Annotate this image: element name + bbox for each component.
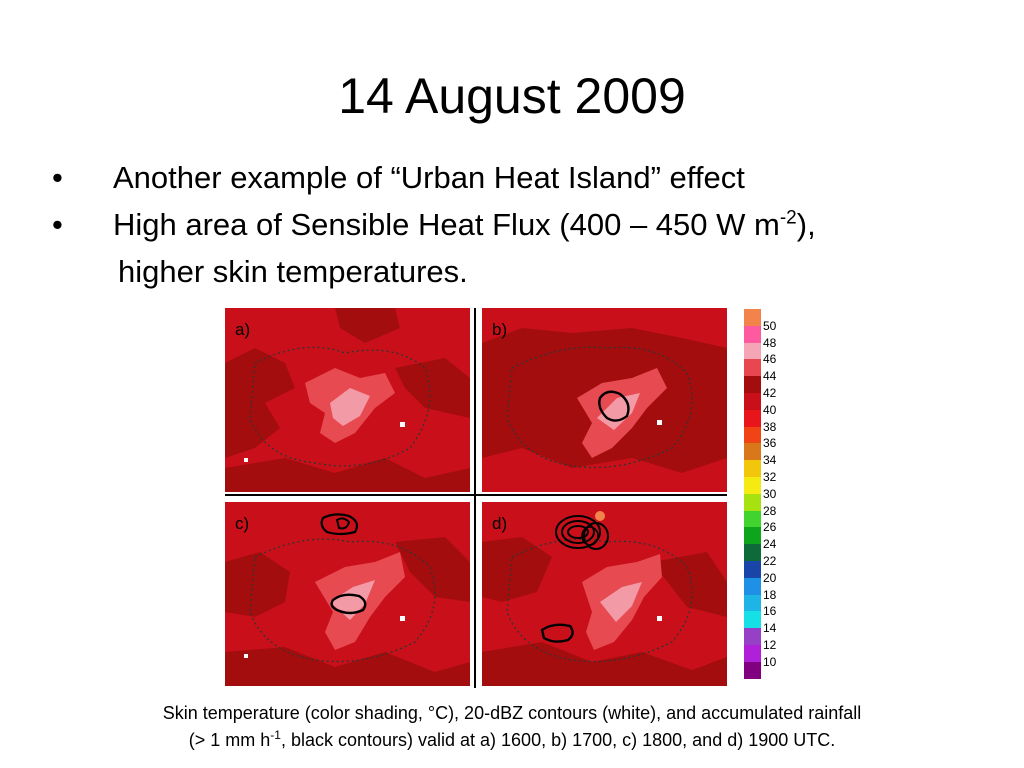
- figure-caption: Skin temperature (color shading, °C), 20…: [60, 700, 964, 754]
- bullet-text: High area of Sensible Heat Flux (400 – 4…: [52, 201, 982, 248]
- caption-line-1: Skin temperature (color shading, °C), 20…: [162, 703, 862, 723]
- legend-tick-label: 10: [763, 654, 777, 669]
- map-panel-c-image: [225, 502, 470, 686]
- legend-tick-label: 16: [763, 604, 777, 619]
- legend-swatch: [744, 325, 761, 343]
- bullet-continuation: higher skin temperatures.: [118, 254, 468, 289]
- legend-swatch: [744, 393, 761, 410]
- map-panel-d-image: [482, 502, 727, 686]
- map-panel-a-image: [225, 308, 470, 492]
- bullet-text-end: ),: [796, 207, 816, 242]
- legend-tick-label: 32: [763, 470, 777, 484]
- legend-swatch: [744, 645, 761, 662]
- map-panel-b: b): [482, 308, 727, 492]
- legend-swatch: [744, 561, 761, 578]
- legend-swatch: [744, 628, 761, 645]
- bullet-text: Another example of “Urban Heat Island” e…: [113, 160, 745, 195]
- bullet-marker: •: [52, 207, 63, 242]
- legend-tick-label: 14: [763, 621, 777, 636]
- legend-swatch: [744, 544, 761, 561]
- legend-tick-label: 28: [763, 503, 777, 518]
- bullet-item: • High area of Sensible Heat Flux (400 –…: [52, 201, 982, 248]
- legend-tick-label: 44: [763, 369, 777, 384]
- bullet-marker: •: [52, 160, 63, 195]
- legend-tick-label: 38: [763, 419, 777, 434]
- slide-title: 14 August 2009: [338, 68, 686, 124]
- caption-line-2: (> 1 mm h-1, black contours) valid at a)…: [60, 727, 964, 754]
- legend-swatch: [744, 493, 761, 511]
- map-panel-a: a): [225, 308, 470, 492]
- legend-tick-label: 12: [763, 638, 777, 652]
- superscript: -2: [779, 207, 797, 229]
- legend-tick-label: 40: [763, 402, 777, 417]
- legend-swatch: [744, 527, 761, 545]
- bullet-item: • Another example of “Urban Heat Island”…: [52, 154, 982, 201]
- panel-label: c): [235, 514, 250, 533]
- map-panel-d: d): [482, 502, 727, 686]
- legend-tick-label: 36: [763, 436, 777, 451]
- panel-divider-horizontal: [225, 494, 727, 496]
- legend-swatch: [744, 342, 761, 360]
- legend-swatch: [744, 460, 761, 477]
- legend-tick-label: 30: [763, 486, 777, 501]
- panel-label: a): [235, 320, 251, 339]
- legend-swatch: [744, 409, 761, 427]
- legend-swatch: [744, 611, 761, 629]
- legend-swatch: [744, 359, 761, 377]
- legend-tick-label: 46: [763, 352, 777, 367]
- superscript: -1: [270, 728, 281, 742]
- map-panel-c: c): [225, 502, 470, 686]
- bullet-text-main: High area of Sensible Heat Flux (400 – 4…: [113, 207, 780, 242]
- caption-text: , black contours) valid at a) 1600, b) 1…: [280, 730, 836, 750]
- legend-swatch: [744, 594, 761, 612]
- caption-text: (> 1 mm h: [188, 730, 271, 750]
- bullet-list: • Another example of “Urban Heat Island”…: [52, 154, 982, 295]
- legend-swatch: [744, 426, 761, 444]
- legend-tick-label: 34: [763, 453, 777, 468]
- legend-tick-label: 24: [763, 537, 777, 552]
- legend-swatch: [744, 577, 761, 595]
- legend-swatch: [744, 477, 761, 494]
- legend-tick-label: 20: [763, 570, 777, 585]
- panel-label: d): [492, 514, 508, 533]
- legend-swatch: [744, 309, 761, 326]
- legend-tick-label: 26: [763, 520, 777, 535]
- panel-divider-vertical: [474, 308, 476, 688]
- legend-tick-label: 18: [763, 587, 777, 602]
- legend-swatch: [744, 510, 761, 528]
- legend-swatch: [744, 661, 761, 679]
- legend-tick-label: 50: [763, 318, 777, 333]
- legend-tick-label: 22: [763, 554, 777, 568]
- legend-swatch: [744, 376, 761, 393]
- legend-tick-label: 42: [763, 386, 777, 400]
- legend-tick-label: 48: [763, 335, 777, 350]
- map-panel-b-image: [482, 308, 727, 492]
- panel-label: b): [492, 320, 508, 339]
- legend-swatch: [744, 443, 761, 461]
